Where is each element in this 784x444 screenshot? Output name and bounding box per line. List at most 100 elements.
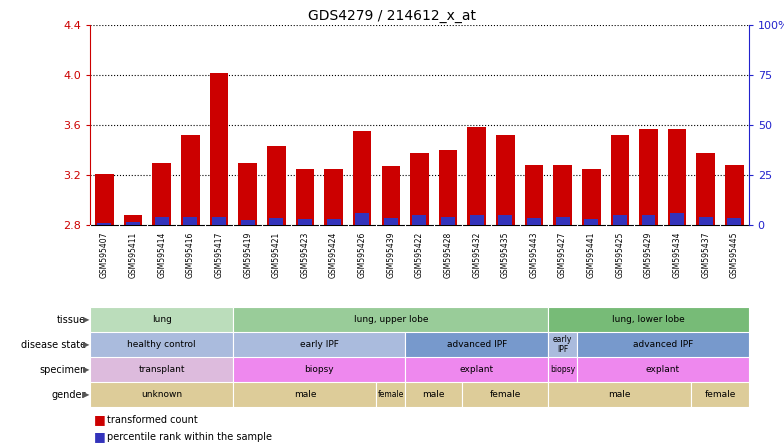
Bar [412,215,426,225]
Bar [463,382,548,407]
Bar [234,307,548,332]
Text: GSM595407: GSM595407 [100,232,109,278]
Text: transformed count: transformed count [107,415,198,425]
Bar [611,135,630,225]
Bar [327,219,340,225]
Bar [405,382,463,407]
Bar [382,166,400,225]
Text: transplant: transplant [139,365,185,374]
Bar [439,150,457,225]
Bar [183,217,198,225]
Text: tissue: tissue [57,314,86,325]
Text: GSM595445: GSM595445 [730,232,739,278]
Bar [499,215,512,225]
Text: GSM595432: GSM595432 [472,232,481,278]
Bar [691,382,749,407]
Bar [527,218,541,225]
Bar [405,332,548,357]
Text: GSM595443: GSM595443 [529,232,539,278]
Text: advanced IPF: advanced IPF [447,340,506,349]
Bar [582,169,601,225]
Bar [577,357,749,382]
Text: GSM595426: GSM595426 [358,232,367,278]
Bar [97,223,111,225]
Bar [234,357,405,382]
Bar [577,332,749,357]
Bar [410,152,429,225]
Bar [154,217,169,225]
Text: GSM595435: GSM595435 [501,232,510,278]
Bar [405,357,548,382]
Text: GSM595417: GSM595417 [215,232,223,278]
Bar [325,169,343,225]
Text: GSM595423: GSM595423 [300,232,310,278]
Bar [670,213,684,225]
Text: GSM595428: GSM595428 [444,232,452,278]
Text: specimen: specimen [39,365,86,374]
Bar [212,217,226,225]
Bar [355,213,369,225]
Bar [668,129,687,225]
Bar [90,357,234,382]
Text: biopsy: biopsy [550,365,575,374]
Text: unknown: unknown [141,390,183,399]
Text: GSM595441: GSM595441 [586,232,596,278]
Text: GSM595439: GSM595439 [387,232,395,278]
Bar [441,217,455,225]
Bar [95,174,114,225]
Text: GSM595422: GSM595422 [415,232,424,278]
Text: ■: ■ [94,413,106,426]
Text: GSM595411: GSM595411 [129,232,138,278]
Text: ▶: ▶ [83,365,89,374]
Text: GSM595416: GSM595416 [186,232,195,278]
Bar [554,165,572,225]
Text: ▶: ▶ [83,315,89,324]
Text: healthy control: healthy control [128,340,196,349]
Bar [376,382,405,407]
Bar [353,131,372,225]
Bar [524,165,543,225]
Text: GSM595434: GSM595434 [673,232,681,278]
Text: female: female [704,390,735,399]
Bar [152,163,171,225]
Text: ■: ■ [94,430,106,443]
Bar [470,215,484,225]
Bar [556,217,570,225]
Bar [496,135,514,225]
Bar [296,169,314,225]
Text: explant: explant [646,365,680,374]
Bar [126,222,140,225]
Bar [90,382,234,407]
Bar [548,332,577,357]
Bar [181,135,200,225]
Bar [725,165,744,225]
Bar [269,218,283,225]
Bar [613,215,627,225]
Text: GSM595437: GSM595437 [701,232,710,278]
Text: GSM595421: GSM595421 [272,232,281,278]
Text: female: female [378,390,404,399]
Bar [267,146,285,225]
Bar [298,219,312,225]
Text: GSM595425: GSM595425 [615,232,624,278]
Text: ▶: ▶ [83,390,89,399]
Text: lung: lung [152,315,172,324]
Text: male: male [294,390,316,399]
Text: advanced IPF: advanced IPF [633,340,693,349]
Bar [699,217,713,225]
Text: explant: explant [459,365,494,374]
Bar [467,127,486,225]
Bar [124,215,143,225]
Bar [641,215,655,225]
Text: lung, lower lobe: lung, lower lobe [612,315,685,324]
Bar [234,332,405,357]
Text: GSM595424: GSM595424 [329,232,338,278]
Text: GDS4279 / 214612_x_at: GDS4279 / 214612_x_at [308,9,476,23]
Bar [728,218,742,225]
Text: female: female [490,390,521,399]
Text: biopsy: biopsy [304,365,334,374]
Bar [696,152,715,225]
Bar [548,357,577,382]
Text: gender: gender [52,389,86,400]
Text: male: male [608,390,631,399]
